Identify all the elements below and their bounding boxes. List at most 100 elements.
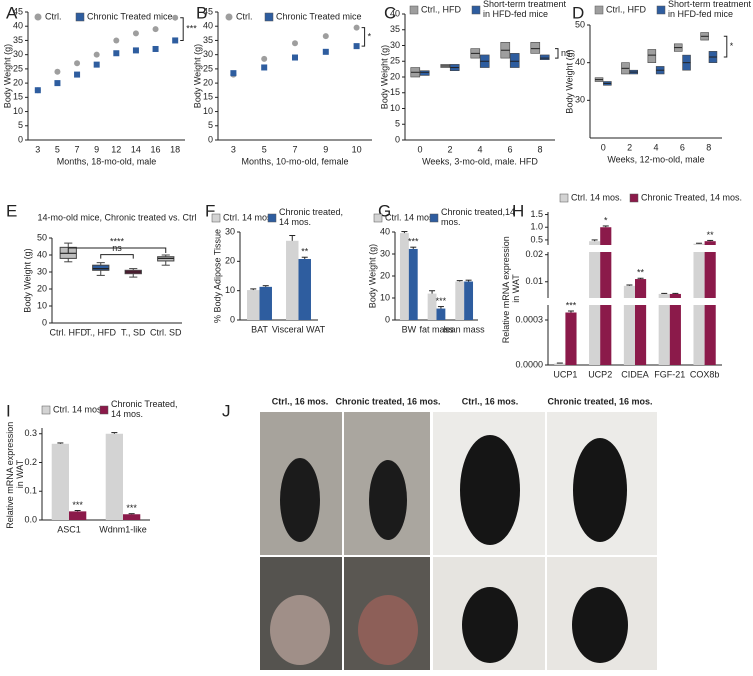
legend-marker — [471, 5, 481, 15]
range-box — [419, 70, 430, 76]
mouse — [358, 595, 418, 665]
bar — [408, 248, 418, 320]
y-tick-label: 0.0003 — [515, 314, 543, 324]
legend-label: Chronic Treated, 14 mos. — [111, 399, 180, 419]
bar — [623, 305, 635, 365]
bar — [635, 305, 647, 365]
panel-letter: I — [6, 401, 11, 420]
x-tick-label: 8 — [537, 144, 542, 154]
y-tick-label: 5 — [395, 119, 400, 129]
chart-title: 14-mo-old mice, Chronic treated vs. Ctrl — [37, 212, 196, 222]
panel-letter: C — [384, 3, 396, 22]
legend-label: Ctrl. 14 mos. — [385, 212, 436, 222]
legend-marker — [594, 5, 604, 15]
significance: * — [730, 41, 734, 51]
significance: ** — [707, 230, 715, 240]
bar — [635, 279, 647, 298]
significance: *** — [408, 237, 419, 247]
bracket — [100, 254, 134, 259]
bar — [669, 293, 681, 298]
legend-label: Ctrl. — [236, 11, 253, 21]
bar — [600, 227, 612, 245]
photo-label: Chronic treated, 16 mos. — [335, 396, 440, 406]
bar — [554, 363, 566, 365]
bar — [399, 233, 409, 320]
y-tick-label: 50 — [575, 19, 585, 29]
range-box — [539, 54, 550, 60]
marker — [152, 45, 159, 52]
x-tick-label: 9 — [94, 144, 99, 154]
annotation: **** — [110, 236, 125, 246]
mouse — [369, 460, 407, 540]
significance: ns — [561, 48, 571, 58]
y-tick-label: 40 — [390, 8, 400, 18]
legend-label: Ctrl. 14 mos. — [53, 404, 104, 414]
x-tick-label: T., HFD — [86, 327, 117, 337]
marker — [113, 50, 120, 57]
x-axis-label: Weeks, 3-mo-old, male. HFD — [422, 156, 538, 166]
x-tick-label: 3 — [231, 144, 236, 154]
y-axis-label: Relative mRNA expression in WAT — [501, 234, 521, 344]
x-tick-label: 5 — [55, 144, 60, 154]
bar — [693, 305, 705, 365]
y-tick-label: 25 — [203, 63, 213, 73]
marker — [172, 37, 179, 44]
x-tick-label: 3 — [35, 144, 40, 154]
y-tick-label: 40 — [575, 57, 585, 67]
x-tick-label: fat mass — [419, 324, 454, 334]
y-tick-label: 30 — [380, 248, 390, 258]
marker — [132, 47, 139, 54]
x-tick-label: 2 — [627, 142, 632, 152]
range-box — [509, 53, 520, 68]
bar — [623, 285, 635, 298]
legend-label: Chronic Treated mice — [87, 11, 173, 21]
bracket — [361, 27, 366, 47]
legend-label: Chronic treated, 14 mos. — [279, 207, 346, 227]
photo-label: Chronic treated, 16 mos. — [547, 396, 652, 406]
legend-label: Chronic Treated, 14 mos. — [641, 192, 742, 202]
y-tick-label: 30 — [203, 49, 213, 59]
bracket — [555, 48, 559, 59]
y-tick-label: 10 — [13, 106, 23, 116]
y-tick-label: 10 — [37, 300, 47, 310]
photo-panel: J Ctrl., 16 mos. Chronic treated, 16 mos… — [222, 396, 657, 670]
significance: *** — [126, 503, 137, 513]
y-tick-label: 15 — [203, 92, 213, 102]
legend-marker — [225, 13, 233, 21]
y-axis-label: % Body Adipose Tissue — [212, 229, 222, 323]
bar — [298, 258, 311, 320]
y-tick-label: 0.0 — [24, 514, 37, 524]
marker — [93, 61, 100, 68]
bar — [704, 241, 716, 245]
legend-label: Chronic treated,14 mos. — [441, 207, 518, 227]
legend-marker — [41, 405, 51, 415]
significance: ** — [637, 268, 645, 278]
marker — [292, 54, 298, 61]
y-tick-label: 10 — [380, 292, 390, 302]
x-tick-label: T., SD — [121, 327, 146, 337]
significance: *** — [436, 296, 447, 306]
x-tick-label: 18 — [170, 144, 180, 154]
y-tick-label: 40 — [13, 21, 23, 31]
bar — [589, 241, 601, 245]
y-tick-label: 35 — [13, 35, 23, 45]
marker — [261, 64, 268, 71]
legend-label: Ctrl. 14 mos. — [223, 212, 274, 222]
legend-marker — [656, 5, 666, 15]
y-tick-label: 20 — [203, 77, 213, 87]
x-tick-label: UCP1 — [553, 369, 577, 379]
photo-label: Ctrl., 16 mos. — [272, 396, 329, 406]
x-tick-label: 12 — [111, 144, 121, 154]
y-tick-label: 25 — [13, 63, 23, 73]
y-tick-label: 35 — [203, 35, 213, 45]
x-tick-label: Ctrl. HFD — [50, 327, 88, 337]
y-tick-label: 20 — [225, 256, 235, 266]
mouse — [573, 438, 627, 542]
bar — [123, 514, 141, 520]
range-box — [530, 42, 541, 54]
marker — [230, 70, 237, 77]
y-tick-label: 10 — [390, 103, 400, 113]
marker — [113, 37, 120, 44]
bar — [247, 290, 260, 320]
y-tick-label: 40 — [37, 249, 47, 259]
